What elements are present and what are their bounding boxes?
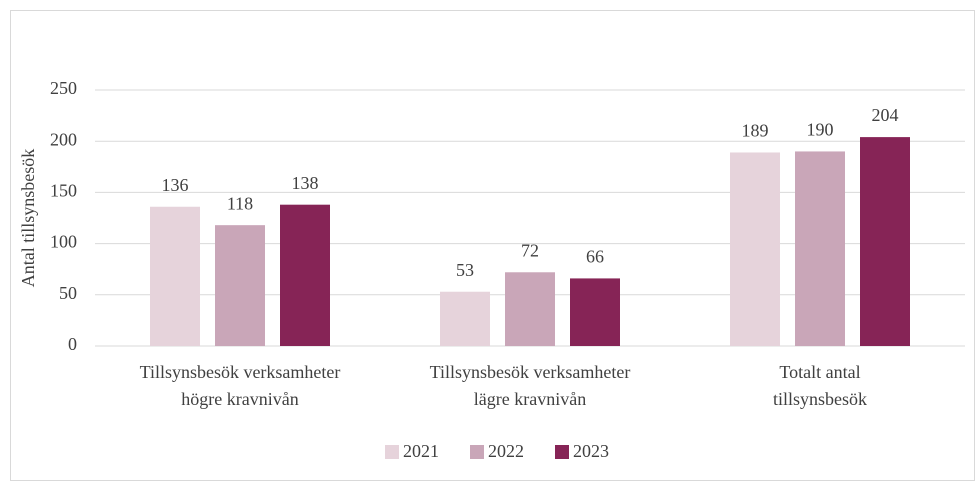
data-label: 190	[807, 120, 834, 140]
x-tick-label: Totalt antal tillsynsbesök	[773, 362, 867, 409]
y-tick-label: 200	[50, 129, 77, 149]
y-tick-label: 50	[59, 283, 77, 303]
data-label: 204	[872, 105, 899, 125]
bar	[440, 291, 490, 346]
data-label: 138	[292, 173, 319, 193]
chart-frame	[10, 10, 975, 481]
legend-swatch	[470, 445, 484, 459]
legend-swatch	[385, 445, 399, 459]
y-tick-label: 150	[50, 181, 77, 201]
legend-label: 2022	[488, 441, 524, 461]
data-label: 72	[521, 240, 539, 260]
legend-label: 2021	[403, 441, 439, 461]
data-label: 66	[586, 247, 604, 267]
bar	[860, 137, 910, 346]
data-label: 189	[742, 121, 769, 141]
bar	[150, 206, 200, 346]
bar	[505, 272, 555, 346]
x-tick-label: Tillsynsbesök verksamheter lägre kravnivå…	[430, 362, 631, 409]
bar	[570, 278, 620, 346]
y-tick-label: 250	[50, 78, 77, 98]
data-label: 53	[456, 260, 474, 280]
y-axis-label: Antal tillsynsbesök	[18, 149, 38, 288]
legend-swatch	[555, 445, 569, 459]
bar	[730, 152, 780, 346]
data-label: 118	[227, 193, 253, 213]
bar	[215, 225, 265, 346]
legend-label: 2023	[573, 441, 609, 461]
y-tick-label: 100	[50, 232, 77, 252]
bar	[280, 204, 330, 346]
y-tick-label: 0	[68, 334, 77, 354]
x-tick-label: Tillsynsbesök verksamheter högre kravnivå…	[140, 362, 341, 409]
bar	[795, 151, 845, 346]
data-label: 136	[162, 175, 189, 195]
